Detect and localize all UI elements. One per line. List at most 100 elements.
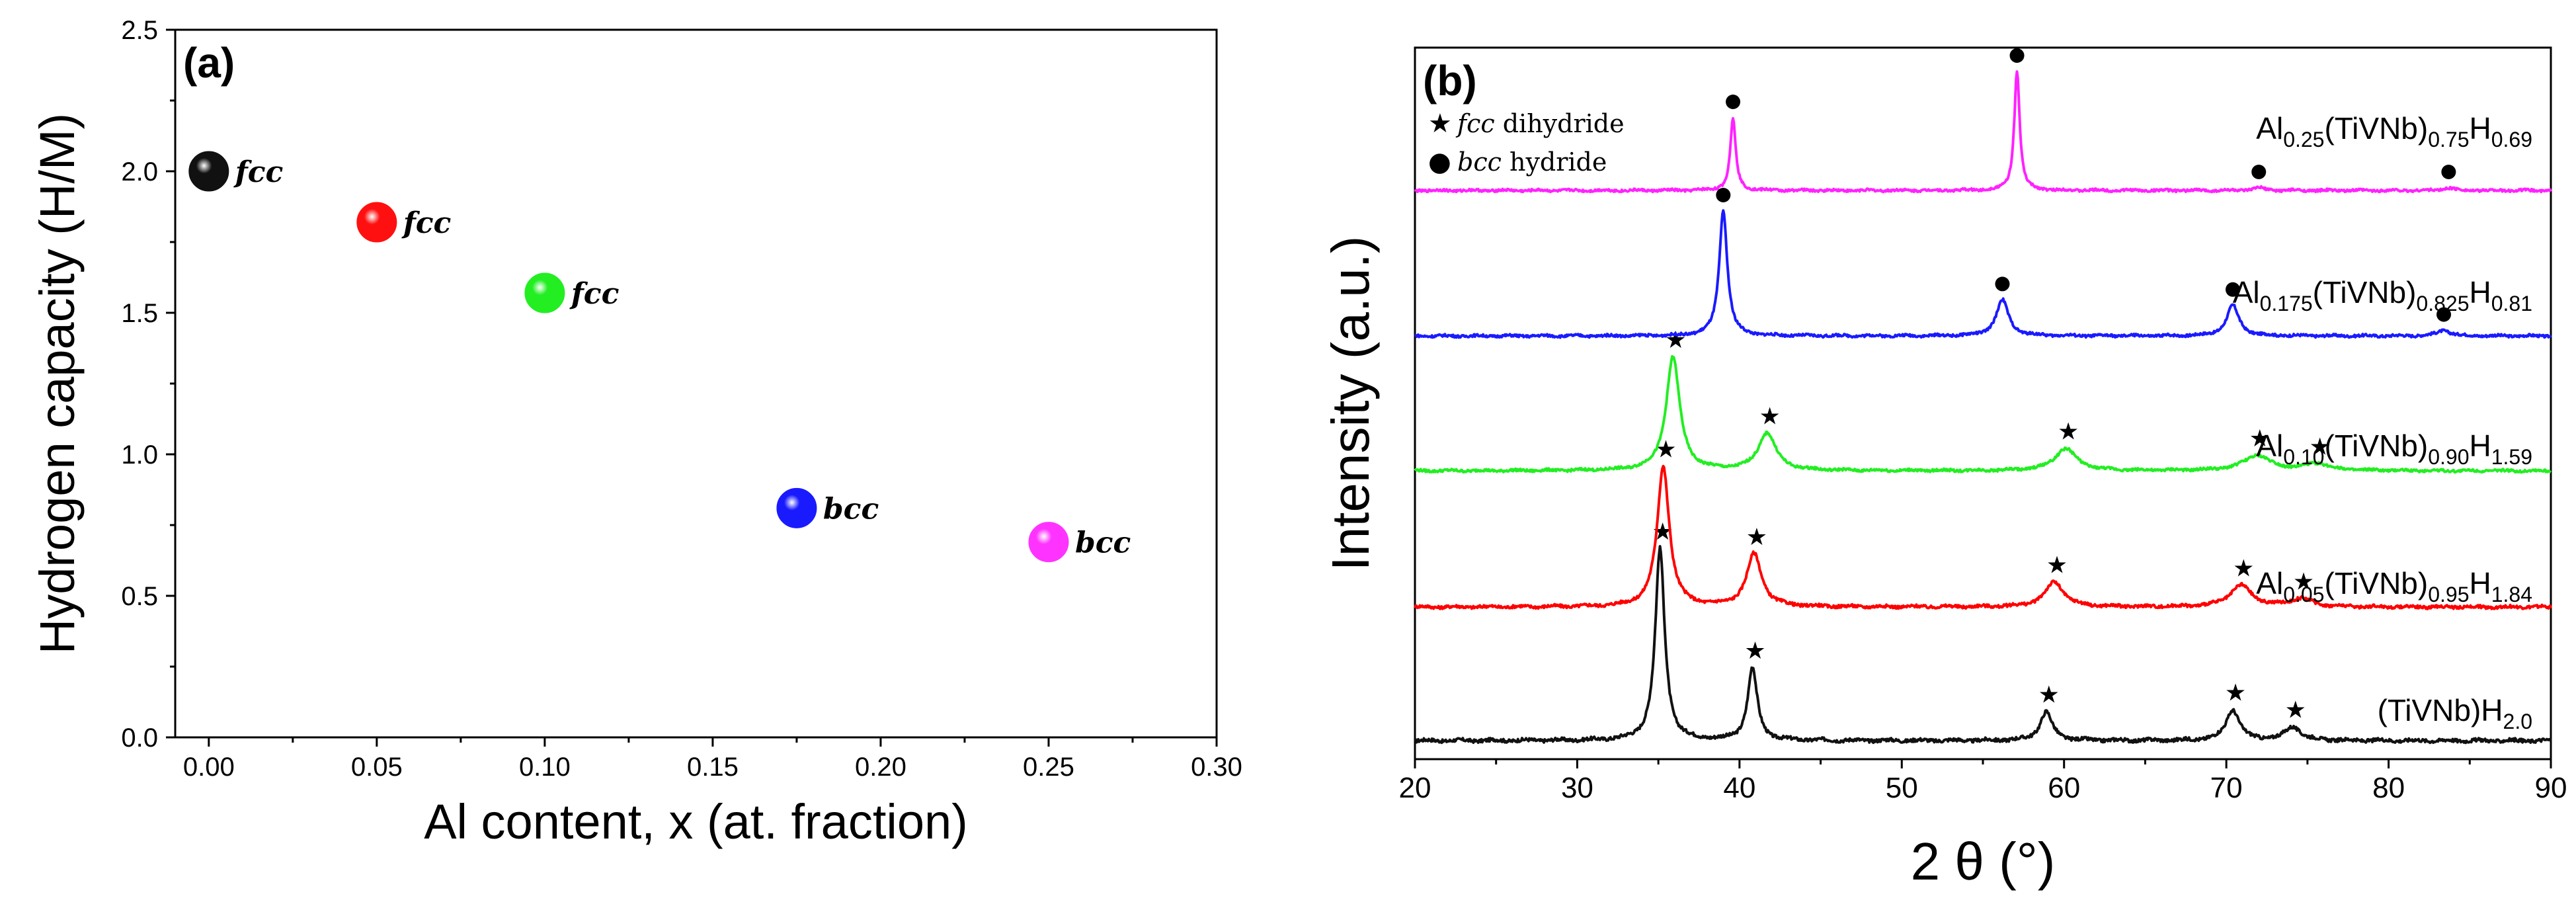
series-label-text: (TiVNb)H xyxy=(2378,693,2503,727)
series-label-subscript: 0.25 xyxy=(2283,128,2324,151)
legend-marker: ★ xyxy=(1428,108,1452,139)
data-point-label: fcc xyxy=(233,155,284,189)
panel-a-scatter-chart: 0.00 0.05 0.10 0.15 0.20 0.25 0.30 0.0 0.5 1.0 1.5… xyxy=(30,16,1242,849)
data-point xyxy=(524,272,565,313)
peak-marker-fcc: ★ xyxy=(1744,637,1765,665)
x-tick-label: 0.30 xyxy=(1191,753,1242,782)
xrd-series-line xyxy=(1414,545,2552,745)
series-label-subscript: 0.825 xyxy=(2416,292,2469,315)
xrd-series-line xyxy=(1414,464,2552,610)
series-label-text: Al xyxy=(2256,566,2283,600)
y-axis-title: Hydrogen capacity (H/M) xyxy=(30,113,85,654)
peak-marker-bcc xyxy=(2251,165,2267,179)
peak-marker-fcc: ★ xyxy=(2038,682,2060,709)
legend-label-text: hydride xyxy=(1502,147,1607,177)
series-label-text: H xyxy=(2469,111,2491,145)
x-axis-title: Al content, x (at. fraction) xyxy=(424,794,968,849)
x-tick-label: 0.10 xyxy=(519,753,571,782)
x-axis-title: 2 θ (°) xyxy=(1911,832,2056,891)
x-tick-label: 60 xyxy=(2048,772,2080,804)
x-tick-label: 40 xyxy=(1723,772,1755,804)
x-tick-label: 90 xyxy=(2535,772,2567,804)
peak-marker-bcc xyxy=(1726,95,1741,109)
legend-label: bcc hydride xyxy=(1457,147,1607,177)
x-tick-label: 0.05 xyxy=(351,753,403,782)
x-tick-label: 0.00 xyxy=(183,753,235,782)
legend-label-italic: fcc xyxy=(1455,109,1495,138)
y-axis-title: Intensity (a.u.) xyxy=(1321,236,1380,571)
peak-marker-fcc: ★ xyxy=(1746,524,1767,551)
legend-label-text: dihydride xyxy=(1495,109,1625,138)
legend-label: fcc dihydride xyxy=(1455,109,1625,138)
y-tick-label: 1.0 xyxy=(121,440,158,470)
series-label-text: H xyxy=(2469,566,2491,600)
peak-marker-bcc xyxy=(2009,48,2025,63)
peak-marker-fcc: ★ xyxy=(2225,680,2246,707)
peak-marker-fcc: ★ xyxy=(2233,555,2254,583)
series-label-text: (TiVNb) xyxy=(2313,275,2417,309)
data-point xyxy=(776,487,817,528)
data-point xyxy=(188,151,229,192)
series-label-subscript: 0.05 xyxy=(2283,583,2324,606)
series-label-text: (TiVNb) xyxy=(2324,111,2428,145)
panel-b-label: (b) xyxy=(1423,57,1477,104)
series-label-text: (TiVNb) xyxy=(2324,566,2428,600)
peak-marker-bcc xyxy=(1716,188,1731,202)
legend-label-italic: bcc xyxy=(1457,147,1502,177)
xrd-series-line xyxy=(1414,209,2552,339)
series-label: (TiVNb)H2.0 xyxy=(2378,693,2532,733)
peak-marker-fcc: ★ xyxy=(2293,569,2314,596)
series-label-subscript: 0.69 xyxy=(2491,128,2532,151)
series-label-text: H xyxy=(2469,275,2491,309)
data-point xyxy=(356,202,397,243)
series-label-subscript: 0.81 xyxy=(2491,292,2532,315)
y-tick-label: 1.5 xyxy=(121,299,158,328)
data-point xyxy=(1028,522,1069,563)
y-tick-label: 2.5 xyxy=(121,16,158,45)
series-label-text: Al xyxy=(2256,111,2283,145)
series-label-text: Al xyxy=(2233,275,2260,309)
data-point-label: fcc xyxy=(401,206,452,240)
peak-marker-bcc xyxy=(2441,165,2456,179)
x-tick-label: 0.15 xyxy=(687,753,739,782)
series-label-subscript: 1.84 xyxy=(2491,583,2532,606)
series-label-subscript: 0.95 xyxy=(2428,583,2469,606)
panel-a-label: (a) xyxy=(183,39,235,87)
x-tick-label: 80 xyxy=(2372,772,2405,804)
peak-marker-fcc: ★ xyxy=(2058,418,2079,445)
xrd-series-line xyxy=(1414,70,2552,194)
peak-marker-fcc: ★ xyxy=(2249,425,2271,452)
series-label: Al0.10(TiVNb)0.90H1.59 xyxy=(2256,429,2532,469)
series-label: Al0.25(TiVNb)0.75H0.69 xyxy=(2256,111,2532,151)
x-tick-label: 20 xyxy=(1399,772,1431,804)
series-label-text: (TiVNb) xyxy=(2324,429,2428,463)
peak-marker-bcc xyxy=(2436,307,2452,322)
y-tick-label: 0.5 xyxy=(121,582,158,611)
peak-marker-fcc: ★ xyxy=(2285,697,2306,724)
peak-marker-bcc xyxy=(1995,276,2010,292)
series-label-text: H xyxy=(2469,429,2491,463)
x-tick-label: 30 xyxy=(1561,772,1593,804)
series-label-subscript: 0.175 xyxy=(2260,292,2313,315)
peak-marker-fcc: ★ xyxy=(2046,552,2068,579)
series-label: Al0.175(TiVNb)0.825H0.81 xyxy=(2233,275,2532,315)
series-label-subscript: 0.10 xyxy=(2283,445,2324,469)
series-label-text: Al xyxy=(2256,429,2283,463)
series-label: Al0.05(TiVNb)0.95H1.84 xyxy=(2256,566,2532,606)
series-label-subscript: 1.59 xyxy=(2491,445,2532,469)
y-tick-label: 0.0 xyxy=(121,723,158,753)
series-label-subscript: 0.75 xyxy=(2428,128,2469,151)
series-label-subscript: 2.0 xyxy=(2503,710,2532,733)
panel-b-xrd-chart: 20 30 40 50 60 70 80 90 2 θ (°) Intensity (a.u.) (… xyxy=(1321,46,2567,891)
x-tick-label: 0.20 xyxy=(855,753,906,782)
x-tick-label: 0.25 xyxy=(1023,753,1074,782)
series-label-subscript: 0.90 xyxy=(2428,445,2469,469)
peak-marker-fcc: ★ xyxy=(2309,434,2330,461)
x-tick-label: 70 xyxy=(2210,772,2243,804)
peak-marker-fcc: ★ xyxy=(1759,403,1780,430)
data-point-label: fcc xyxy=(569,277,620,311)
xrd-series-line xyxy=(1414,355,2552,474)
peak-marker-fcc: ★ xyxy=(1665,327,1686,354)
x-tick-label: 50 xyxy=(1886,772,1918,804)
